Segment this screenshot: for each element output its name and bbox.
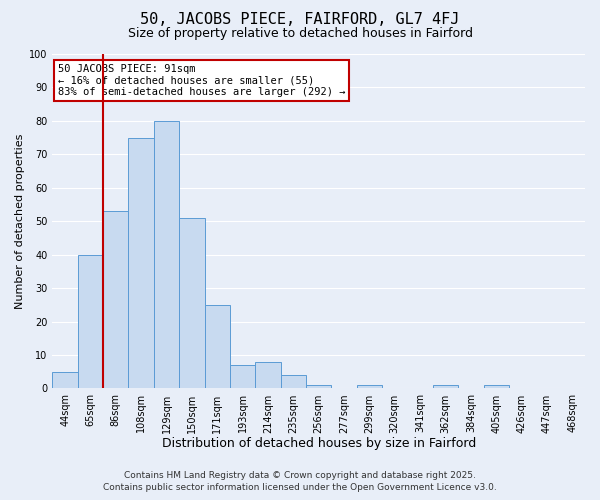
Bar xyxy=(357,385,382,388)
Bar xyxy=(52,372,78,388)
Bar xyxy=(103,211,128,388)
Bar xyxy=(205,305,230,388)
Bar xyxy=(255,362,281,388)
Bar xyxy=(484,385,509,388)
Bar xyxy=(230,365,255,388)
X-axis label: Distribution of detached houses by size in Fairford: Distribution of detached houses by size … xyxy=(161,437,476,450)
Bar xyxy=(433,385,458,388)
Bar xyxy=(154,121,179,388)
Text: Contains HM Land Registry data © Crown copyright and database right 2025.: Contains HM Land Registry data © Crown c… xyxy=(124,471,476,480)
Bar xyxy=(128,138,154,388)
Y-axis label: Number of detached properties: Number of detached properties xyxy=(15,134,25,309)
Text: Size of property relative to detached houses in Fairford: Size of property relative to detached ho… xyxy=(128,28,473,40)
Text: 50 JACOBS PIECE: 91sqm
← 16% of detached houses are smaller (55)
83% of semi-det: 50 JACOBS PIECE: 91sqm ← 16% of detached… xyxy=(58,64,345,97)
Bar xyxy=(78,254,103,388)
Bar xyxy=(281,375,306,388)
Text: 50, JACOBS PIECE, FAIRFORD, GL7 4FJ: 50, JACOBS PIECE, FAIRFORD, GL7 4FJ xyxy=(140,12,460,28)
Text: Contains public sector information licensed under the Open Government Licence v3: Contains public sector information licen… xyxy=(103,484,497,492)
Bar xyxy=(306,385,331,388)
Bar xyxy=(179,218,205,388)
